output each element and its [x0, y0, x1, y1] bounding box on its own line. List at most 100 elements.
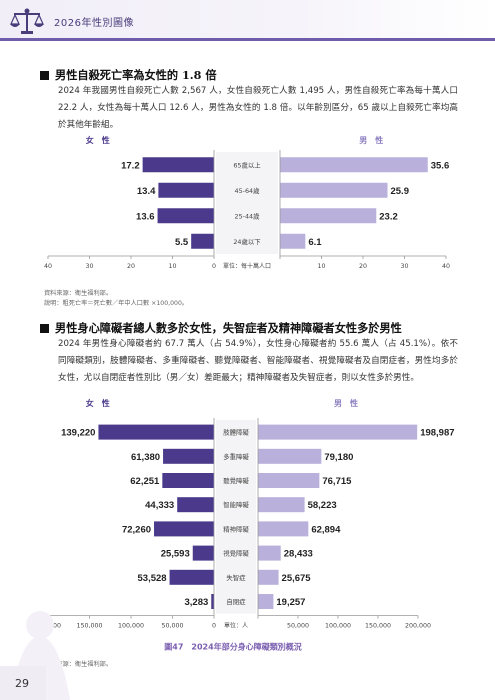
- male-bar: [280, 157, 428, 173]
- category-label: 視覺障礙: [223, 549, 249, 558]
- page-number: 29: [15, 677, 29, 690]
- female-bar: [211, 594, 214, 609]
- female-bar: [192, 545, 214, 561]
- category-label: 45-64歲: [235, 186, 261, 195]
- left-tick-label: 10: [168, 263, 176, 270]
- male-bar: [258, 473, 320, 488]
- left-tick-label: 30: [85, 263, 93, 270]
- section2-source: 資料來源：衛生福利部。: [44, 661, 113, 668]
- header-band: [0, 0, 495, 40]
- category-label: 精神障礙: [223, 524, 249, 533]
- category-label: 聽覺障礙: [223, 476, 249, 485]
- female-value-label: 5.5: [175, 237, 189, 248]
- female-bar: [169, 569, 214, 585]
- left-tick-label: 0: [212, 263, 216, 270]
- left-tick-label: 20: [127, 263, 135, 270]
- category-column-background: [216, 152, 278, 254]
- male-value-label: 6.1: [308, 237, 322, 248]
- left-tick-label: 150,000: [76, 623, 102, 630]
- male-bar: [258, 545, 281, 561]
- category-label: 肢體障礙: [223, 428, 249, 437]
- unit-label: 單位：人: [224, 622, 248, 630]
- header-title: 2026年性別圖像: [54, 18, 134, 29]
- female-bar: [98, 424, 214, 440]
- right-tick-label: 150,000: [365, 623, 391, 630]
- female-value-label: 53,528: [138, 573, 167, 584]
- female-bar: [154, 521, 214, 537]
- male-value-label: 25,675: [282, 573, 312, 584]
- section2-heading-text: 男性身心障礙者總人數多於女性，失智症者及精神障礙者女性多於男性: [55, 321, 402, 335]
- male-value-label: 28,433: [284, 549, 313, 560]
- female-value-label: 44,333: [145, 500, 174, 511]
- section1-paragraph: 2024 年我國男性自殺死亡人數 2,567 人，女性自殺死亡人數 1,495 …: [58, 86, 458, 130]
- male-bar: [258, 521, 309, 537]
- male-bar: [280, 233, 306, 249]
- male-value-label: 198,987: [420, 428, 454, 439]
- section1-heading: 男性自殺死亡率為女性的 1.8 倍: [40, 67, 217, 83]
- page-header: 2026年性別圖像: [0, 0, 495, 46]
- male-bar: [258, 594, 274, 609]
- suicide-rate-chart: 女 性 男 性 17.2 35.6 65歲以上 13.4 25.9 45-64歲 13.6 23.…: [44, 135, 450, 283]
- female-value-label: 25,593: [161, 549, 190, 560]
- male-value-label: 62,894: [311, 524, 341, 535]
- male-value-label: 25.9: [390, 186, 409, 197]
- male-value-label: 79,180: [324, 452, 353, 463]
- female-value-label: 72,260: [122, 524, 151, 535]
- disability-chart: 女 性 男 性 139,220 198,987 肢體障礙 61,380 79,180 多重障礙…: [35, 398, 455, 652]
- left-tick-label: 40: [44, 263, 52, 270]
- male-value-label: 23.2: [379, 211, 398, 222]
- right-tick-label: 20: [359, 263, 367, 270]
- category-label: 自閉症: [226, 597, 246, 606]
- male-value-label: 58,223: [308, 500, 337, 511]
- female-bar: [157, 208, 214, 224]
- female-value-label: 61,380: [131, 452, 160, 463]
- male-bar: [258, 497, 305, 513]
- unit-label: 單位：每十萬人口: [223, 262, 271, 270]
- male-value-label: 35.6: [431, 160, 450, 171]
- male-bar: [258, 424, 418, 440]
- male-bar: [258, 448, 322, 464]
- female-bar: [158, 182, 214, 198]
- legend-female: 女 性: [86, 135, 110, 145]
- right-tick-label: 100,000: [325, 623, 351, 630]
- female-bar: [142, 157, 214, 173]
- category-label: 65歲以上: [233, 160, 261, 169]
- category-label: 多重障礙: [223, 452, 249, 461]
- female-bar: [177, 497, 214, 513]
- category-label: 24歲以下: [233, 237, 261, 246]
- legend-male: 男 性: [359, 135, 383, 145]
- section2-paragraph: 2024 年男性身心障礙者約 67.7 萬人（占 54.9%），女性身心障礙者約…: [58, 339, 458, 383]
- category-label: 25-44歲: [235, 211, 261, 220]
- female-value-label: 13.6: [136, 211, 155, 222]
- female-value-label: 139,220: [61, 428, 95, 439]
- female-bar: [163, 448, 214, 464]
- category-column-background: [216, 420, 256, 614]
- right-tick-label: 30: [400, 263, 408, 270]
- chart-caption: 圖47 2024年部分身心障礙類別概況: [164, 642, 301, 652]
- category-label: 智能障礙: [223, 500, 249, 509]
- section2-heading: 男性身心障礙者總人數多於女性，失智症者及精神障礙者女性多於男性: [40, 320, 402, 336]
- male-value-label: 76,715: [322, 476, 352, 487]
- scales-logo-icon: [10, 8, 44, 34]
- female-bar: [162, 473, 214, 488]
- left-tick-label: 0: [212, 623, 216, 630]
- right-tick-label: 50,000: [287, 623, 309, 630]
- section1-source: 資料來源：衛生福利部。: [44, 290, 113, 297]
- male-bar: [280, 208, 377, 224]
- female-value-label: 62,251: [130, 476, 160, 487]
- female-value-label: 3,283: [184, 597, 208, 608]
- male-bar: [280, 182, 388, 198]
- left-tick-label: 50,000: [161, 623, 183, 630]
- legend-female: 女 性: [86, 398, 110, 408]
- category-label: 失智症: [226, 573, 246, 582]
- header-rule: [0, 38, 495, 41]
- male-bar: [258, 569, 279, 585]
- legend-male: 男 性: [334, 398, 358, 408]
- female-value-label: 13.4: [137, 186, 156, 197]
- right-tick-label: 40: [442, 263, 450, 270]
- left-tick-label: 100,000: [118, 623, 144, 630]
- female-value-label: 17.2: [121, 160, 140, 171]
- right-tick-label: 10: [317, 263, 325, 270]
- section1-heading-text: 男性自殺死亡率為女性的 1.8 倍: [55, 68, 217, 82]
- right-tick-label: 200,000: [405, 623, 431, 630]
